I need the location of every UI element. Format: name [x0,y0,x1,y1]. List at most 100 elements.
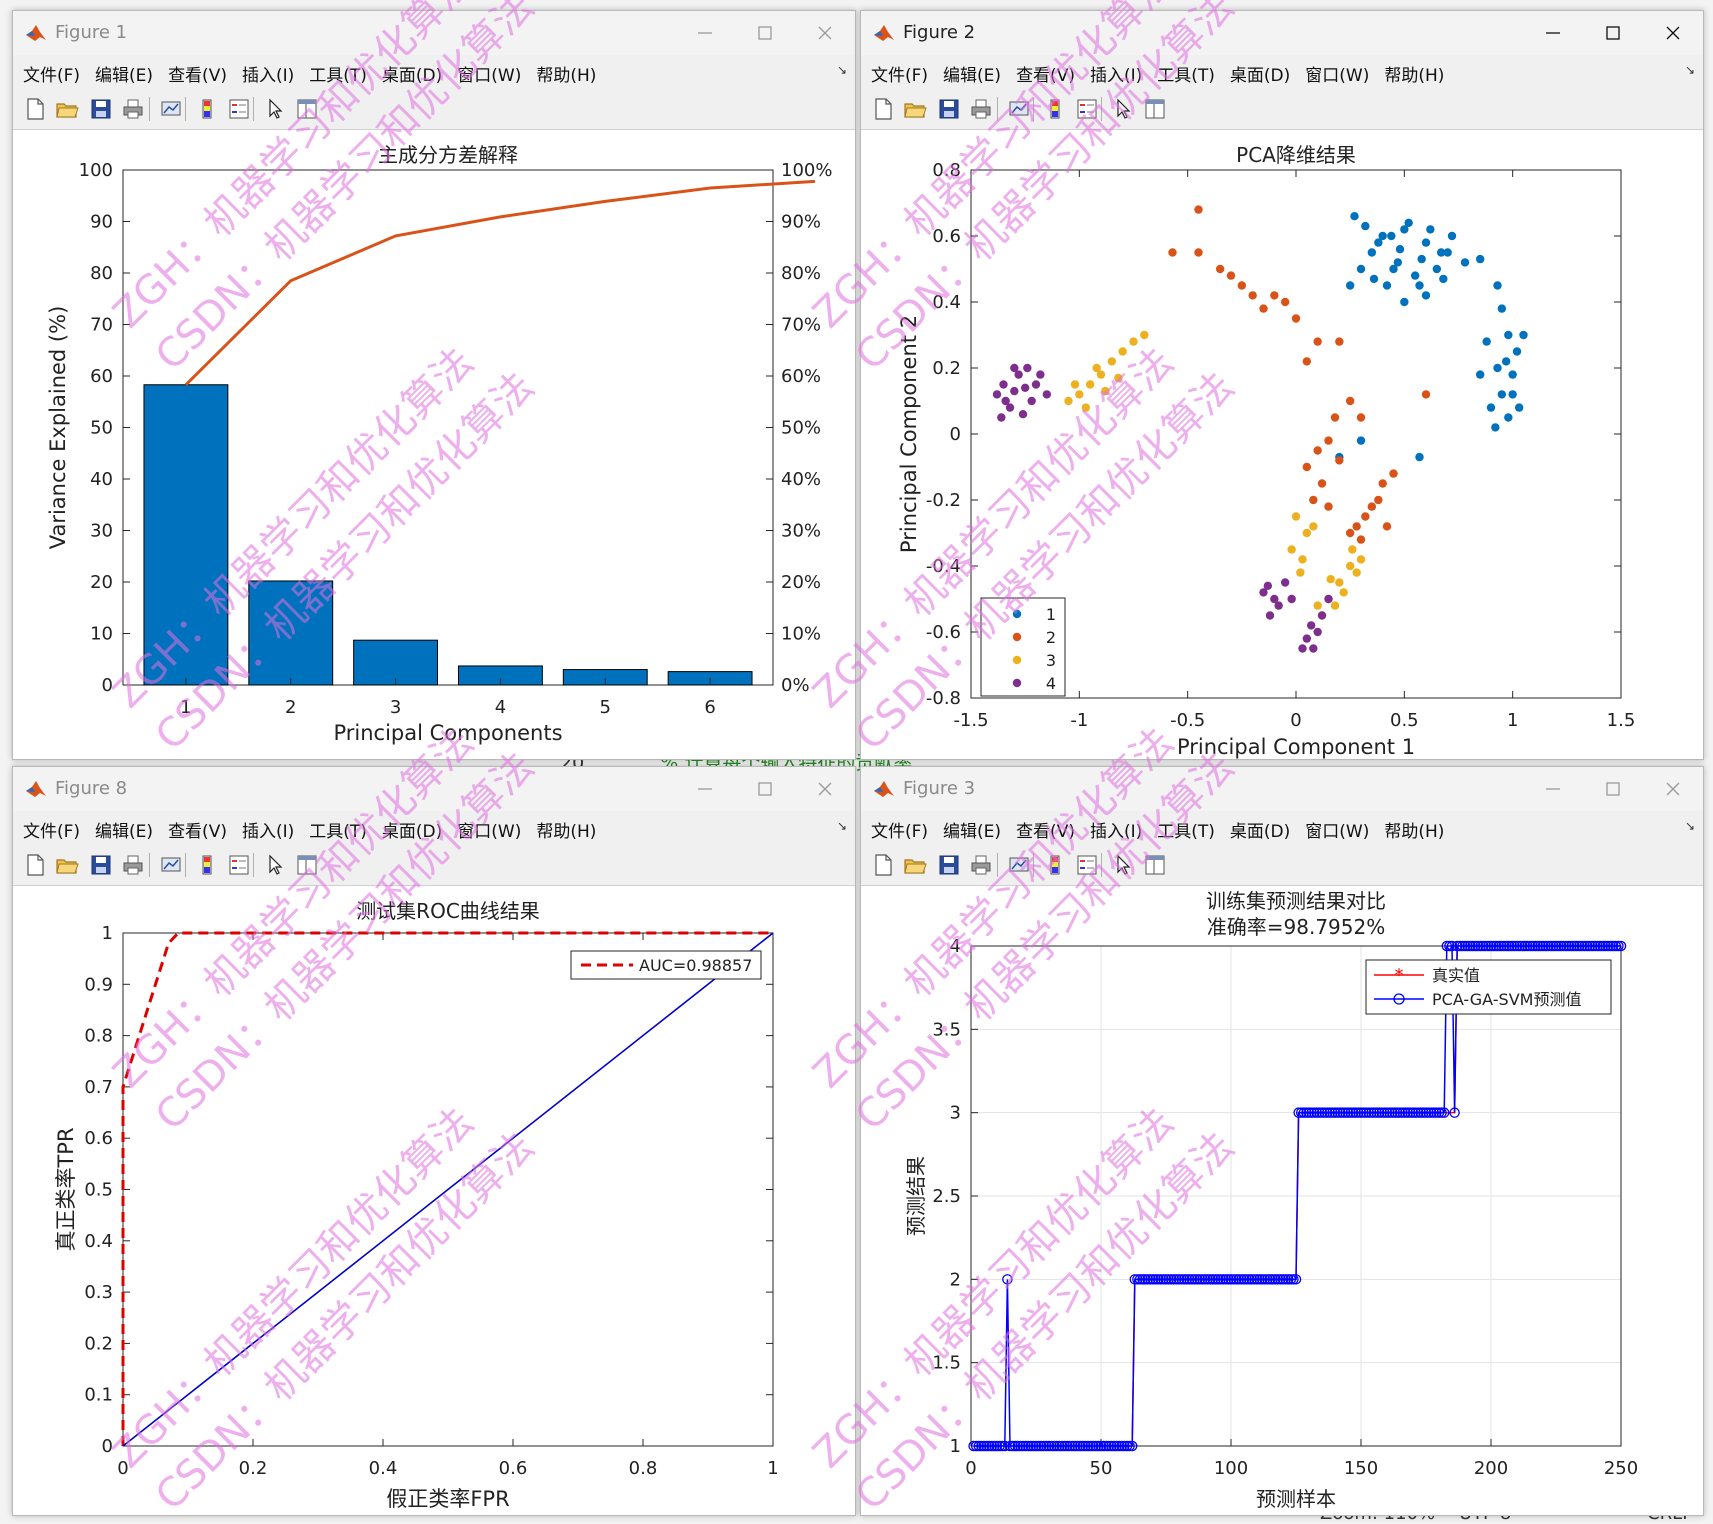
title-bar[interactable]: Figure 2 [861,11,1703,55]
menu-item[interactable]: 文件(F) [23,822,81,842]
print-icon[interactable] [969,853,993,877]
link-plot-icon[interactable] [1007,97,1031,121]
menu-item[interactable]: 帮助(H) [536,822,597,842]
maximize-button[interactable] [1583,767,1643,811]
new-file-icon[interactable] [871,97,895,121]
pointer-icon[interactable] [263,853,287,877]
close-button[interactable] [1643,11,1703,55]
y-tick-label: 0.2 [932,358,961,379]
link-plot-icon[interactable] [159,97,183,121]
print-icon[interactable] [969,97,993,121]
menu-item[interactable]: 窗口(W) [457,822,522,842]
legend-icon[interactable] [1075,853,1099,877]
minimize-button[interactable] [1523,11,1583,55]
menu-item[interactable]: 编辑(E) [943,822,1002,842]
property-editor-icon[interactable] [1143,97,1167,121]
menu-item[interactable]: 查看(V) [1016,822,1075,842]
scatter-point [1345,528,1355,538]
new-file-icon[interactable] [23,853,47,877]
menu-item[interactable]: 查看(V) [168,822,227,842]
menu-item[interactable]: 文件(F) [23,66,81,86]
figure-2-window[interactable]: Figure 2 文件(F) 编辑(E) 查看(V) 插入(I) 工具(T) 桌面(D) 窗口… [860,10,1704,760]
colorbar-icon[interactable] [1043,853,1067,877]
scatter-point [1389,469,1398,478]
property-editor-icon[interactable] [1143,853,1167,877]
menu-item[interactable]: 桌面(D) [1229,822,1291,842]
menu-item[interactable]: 文件(F) [871,66,929,86]
print-icon[interactable] [121,853,145,877]
menu-item[interactable]: 插入(I) [241,822,295,842]
figure-1-window[interactable]: Figure 1 文件(F) 编辑(E) 查看(V) 插入(I) 工具(T) 桌面(D) 窗口… [12,10,856,760]
close-button[interactable] [795,767,855,811]
menu-item[interactable]: 桌面(D) [381,822,443,842]
legend-marker [1012,632,1022,642]
save-icon[interactable] [937,853,961,877]
legend-icon[interactable] [227,97,251,121]
minimize-button[interactable] [1523,767,1583,811]
close-button[interactable] [1643,767,1703,811]
open-folder-icon[interactable] [55,853,79,877]
title-bar[interactable]: Figure 1 [13,11,855,55]
menu-item[interactable]: 编辑(E) [95,822,154,842]
pointer-icon[interactable] [1111,853,1135,877]
link-plot-icon[interactable] [159,853,183,877]
open-folder-icon[interactable] [903,853,927,877]
menu-item[interactable]: 帮助(H) [536,66,597,86]
link-plot-icon[interactable] [1007,853,1031,877]
figure-3-window[interactable]: Figure 3 文件(F) 编辑(E) 查看(V) 插入(I) 工具(T) 桌面(D) 窗口… [860,766,1704,1516]
menu-item[interactable]: 窗口(W) [457,66,522,86]
dock-arrow-icon[interactable]: ↘ [836,63,847,77]
menu-item[interactable]: 工具(T) [309,822,367,842]
new-file-icon[interactable] [23,97,47,121]
title-bar[interactable]: Figure 3 [861,767,1703,811]
pointer-icon[interactable] [1111,97,1135,121]
pointer-icon[interactable] [263,97,287,121]
menu-item[interactable]: 工具(T) [1157,822,1215,842]
open-folder-icon[interactable] [903,97,927,121]
legend-icon[interactable] [227,853,251,877]
property-editor-icon[interactable] [295,853,319,877]
print-icon[interactable] [121,97,145,121]
save-icon[interactable] [937,97,961,121]
property-editor-icon[interactable] [295,97,319,121]
menu-item[interactable]: 插入(I) [241,66,295,86]
colorbar-icon[interactable] [195,97,219,121]
menu-item[interactable]: 插入(I) [1089,822,1143,842]
menu-item[interactable]: 窗口(W) [1305,66,1370,86]
legend-icon[interactable] [1075,97,1099,121]
menu-item[interactable]: 查看(V) [1016,66,1075,86]
menu-item[interactable]: 工具(T) [309,66,367,86]
predicted-marker [1371,1107,1382,1118]
save-icon[interactable] [89,97,113,121]
dock-arrow-icon[interactable]: ↘ [836,819,847,833]
menu-item[interactable]: 编辑(E) [95,66,154,86]
predicted-marker [1454,940,1466,952]
maximize-button[interactable] [735,767,795,811]
new-file-icon[interactable] [871,853,895,877]
minimize-button[interactable] [675,11,735,55]
minimize-button[interactable] [675,767,735,811]
maximize-button[interactable] [735,11,795,55]
menu-item[interactable]: 查看(V) [168,66,227,86]
menu-item[interactable]: 帮助(H) [1384,66,1445,86]
maximize-button[interactable] [1583,11,1643,55]
title-bar[interactable]: Figure 8 [13,767,855,811]
menu-item[interactable]: 编辑(E) [943,66,1002,86]
scatter-point [1324,436,1333,445]
menu-item[interactable]: 工具(T) [1157,66,1215,86]
menu-item[interactable]: 插入(I) [1089,66,1143,86]
menu-item[interactable]: 桌面(D) [381,66,443,86]
dock-arrow-icon[interactable]: ↘ [1684,819,1695,833]
colorbar-icon[interactable] [195,853,219,877]
colorbar-icon[interactable] [1043,97,1067,121]
menu-item[interactable]: 文件(F) [871,822,929,842]
open-folder-icon[interactable] [55,97,79,121]
scatter-point [1237,281,1247,290]
dock-arrow-icon[interactable]: ↘ [1684,63,1695,77]
menu-item[interactable]: 窗口(W) [1305,822,1370,842]
figure-8-window[interactable]: Figure 8 文件(F) 编辑(E) 查看(V) 插入(I) 工具(T) 桌面(D) 窗口… [12,766,856,1516]
save-icon[interactable] [89,853,113,877]
menu-item[interactable]: 帮助(H) [1384,822,1445,842]
close-button[interactable] [795,11,855,55]
menu-item[interactable]: 桌面(D) [1229,66,1291,86]
